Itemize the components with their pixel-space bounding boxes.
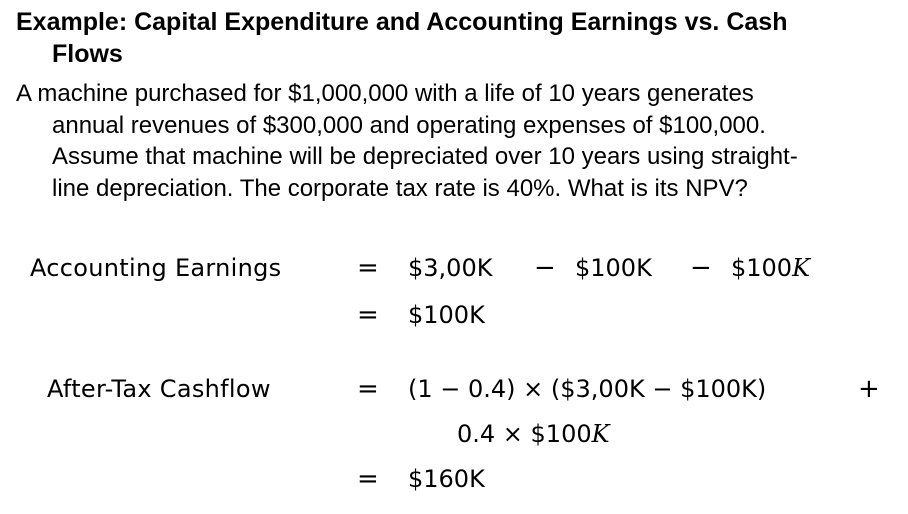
accounting-revenue-term: $3,00K xyxy=(408,254,493,282)
depreciation-tax-shield: 0.4 × $100 xyxy=(457,420,592,448)
accounting-earnings-label: Accounting Earnings xyxy=(30,254,282,282)
cashflow-expression-line-1: (1 − 0.4) × ($3,00K − $100K) xyxy=(408,375,767,403)
slide-title: Example: Capital Expenditure and Account… xyxy=(16,6,876,70)
accounting-expense-term: $100K xyxy=(575,254,652,282)
problem-statement: A machine purchased for $1,000,000 with … xyxy=(16,78,896,204)
title-line-2: Flows xyxy=(52,40,123,68)
cashflow-equals-sign-2: = xyxy=(357,464,379,494)
depreciation-unit: K xyxy=(792,254,811,282)
cashflow-expression-line-2: 0.4 × $100K xyxy=(457,419,610,449)
depreciation-amount: $100 xyxy=(731,254,793,282)
accounting-equals-sign-2: = xyxy=(357,300,379,330)
problem-line-1: A machine purchased for $1,000,000 with … xyxy=(16,80,754,107)
problem-line-2: annual revenues of $300,000 and operatin… xyxy=(52,111,766,139)
accounting-equals-sign: = xyxy=(357,253,379,283)
tax-shield-unit: K xyxy=(591,420,610,448)
problem-line-3: Assume that machine will be depreciated … xyxy=(52,143,798,170)
cashflow-plus-sign: + xyxy=(858,374,880,404)
accounting-minus-2: − xyxy=(690,253,712,283)
cashflow-label: After-Tax Cashflow xyxy=(47,375,271,403)
accounting-result: $100K xyxy=(408,301,485,329)
cashflow-result: $160K xyxy=(408,465,485,493)
accounting-minus-1: − xyxy=(534,253,556,283)
title-line-1: Example: Capital Expenditure and Account… xyxy=(16,8,788,36)
accounting-depreciation-term: $100K xyxy=(731,253,810,283)
cashflow-equals-sign: = xyxy=(357,374,379,404)
problem-line-4: line depreciation. The corporate tax rat… xyxy=(52,174,748,202)
